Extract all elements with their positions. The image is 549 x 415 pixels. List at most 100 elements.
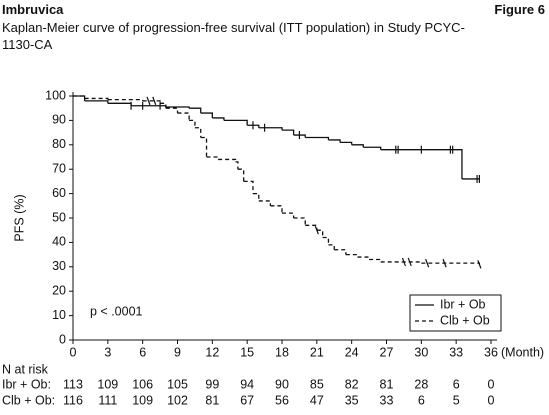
x-tick-label: 12 [205, 345, 219, 359]
censor-mark [146, 96, 151, 106]
at-risk-value: 106 [132, 377, 153, 391]
survival-step [282, 129, 295, 136]
censor-mark [401, 257, 406, 267]
survival-step [345, 253, 359, 258]
y-tick-label: 0 [59, 332, 66, 346]
y-axis-label: PFS (%) [12, 194, 26, 241]
survival-step [237, 168, 245, 182]
x-tick-label: 3 [104, 345, 111, 359]
survival-step [165, 106, 190, 109]
at-risk-value: 35 [345, 393, 359, 407]
at-risk-value: 81 [205, 393, 219, 407]
survival-step [293, 217, 306, 226]
y-tick-label: 40 [52, 235, 66, 249]
survival-step [363, 146, 382, 150]
at-risk-value: 28 [414, 377, 428, 391]
survival-step [282, 212, 295, 218]
at-risk-value: 85 [310, 377, 324, 391]
x-tick-label: 9 [174, 345, 181, 359]
survival-step [316, 229, 324, 238]
survival-step [305, 136, 330, 140]
survival-step [73, 95, 86, 101]
x-tick-label: 24 [345, 345, 359, 359]
censor-mark [442, 258, 447, 268]
x-tick-label: 21 [310, 345, 324, 359]
survival-step [206, 156, 219, 160]
at-risk-value: 109 [132, 393, 153, 407]
at-risk-value: 6 [453, 377, 460, 391]
x-tick-label: 6 [139, 345, 146, 359]
at-risk-value: 81 [380, 377, 394, 391]
y-tick-label: 50 [52, 210, 66, 224]
survival-step [322, 236, 330, 245]
censor-mark [152, 96, 157, 106]
survival-step [84, 100, 109, 104]
survival-step [328, 139, 341, 143]
survival-step [212, 117, 225, 121]
censor-mark [314, 225, 319, 235]
at-risk-value: 56 [275, 393, 289, 407]
survival-step [258, 127, 283, 131]
chart-title: Kaplan-Meier curve of progression-free s… [2, 20, 465, 52]
y-tick-label: 30 [52, 259, 66, 273]
survival-step [270, 205, 283, 214]
x-tick-label: 15 [240, 345, 254, 359]
survival-step [421, 262, 481, 265]
survival-step [107, 102, 132, 106]
survival-step [218, 158, 237, 162]
y-tick-label: 10 [52, 308, 66, 322]
censor-mark [425, 258, 430, 268]
survival-step [334, 249, 347, 255]
at-risk-value: 102 [167, 393, 188, 407]
at-risk-value: 111 [98, 393, 117, 407]
survival-step [380, 261, 422, 264]
x-tick-label: 0 [70, 345, 77, 359]
at-risk-row-label: Clb + Ob: [2, 393, 55, 407]
survival-step [369, 258, 382, 262]
at-risk-value: 0 [488, 377, 495, 391]
survival-step [247, 124, 260, 128]
survival-step [177, 112, 190, 121]
x-tick-label: 18 [275, 345, 289, 359]
survival-step [252, 192, 260, 201]
y-tick-label: 90 [52, 113, 66, 127]
at-risk-value: 0 [488, 393, 495, 407]
at-risk-value: 113 [63, 377, 83, 391]
legend-label: Ibr + Ob [440, 297, 486, 311]
at-risk-value: 94 [240, 377, 254, 391]
survival-step [380, 149, 463, 179]
survival-step [107, 99, 144, 101]
survival-step [160, 102, 167, 109]
survival-step [84, 97, 109, 100]
survival-step [243, 180, 254, 194]
at-risk-value: 47 [310, 393, 324, 407]
at-risk-value: 90 [275, 377, 289, 391]
survival-step [194, 127, 202, 138]
y-tick-label: 60 [52, 186, 66, 200]
at-risk-title: N at risk [2, 362, 49, 376]
at-risk-value: 6 [418, 393, 425, 407]
survival-step [200, 112, 213, 118]
survival-step [328, 244, 335, 250]
at-risk-value: 116 [63, 393, 83, 407]
survival-step [357, 256, 370, 260]
survival-step [142, 100, 161, 104]
legend-box [409, 294, 502, 332]
x-axis-label: (Month) [501, 345, 544, 359]
figure-label: Figure 6 [494, 2, 545, 17]
legend-label: Clb + Ob [440, 313, 490, 327]
x-tick-label: 33 [449, 345, 463, 359]
survival-step [223, 119, 248, 126]
survival-step [258, 200, 272, 206]
at-risk-value: 67 [240, 393, 254, 407]
censor-mark [407, 257, 412, 267]
x-tick-label: 36 [484, 345, 498, 359]
survival-step [340, 141, 353, 145]
survival-step [189, 119, 196, 128]
annotation: p < .0001 [90, 304, 143, 318]
at-risk-value: 109 [97, 377, 118, 391]
at-risk-value: 5 [453, 393, 460, 407]
censor-mark [477, 260, 482, 269]
